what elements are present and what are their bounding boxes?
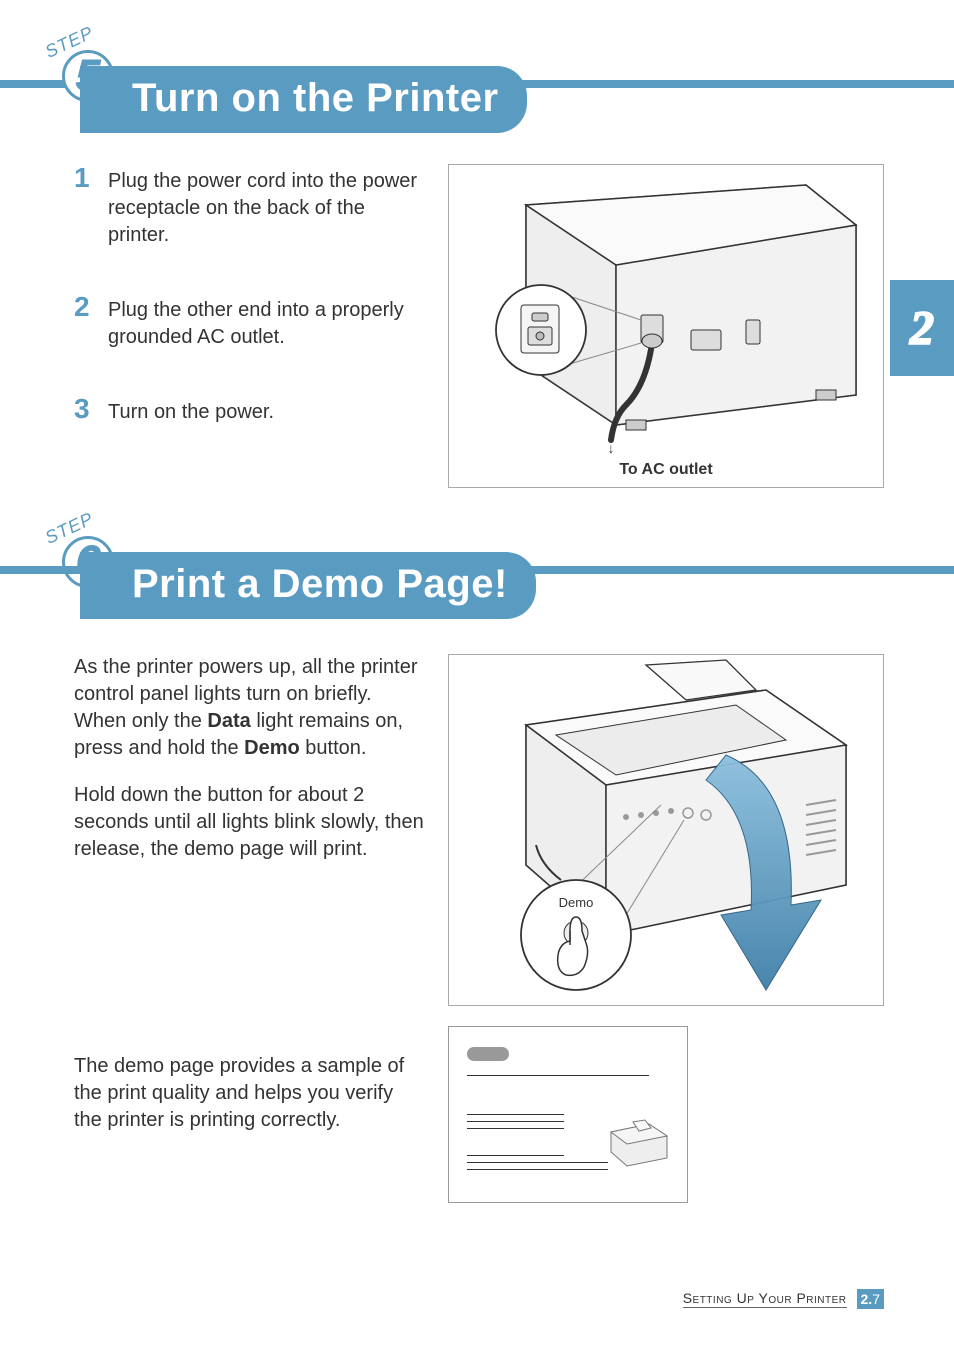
figure-printer-front: Demo (448, 654, 884, 1006)
footer-chapter: 2. (861, 1291, 873, 1307)
section-title-6: Print a Demo Page! (80, 552, 536, 619)
step-item: 3 Turn on the power. (74, 395, 424, 426)
step-item: 2 Plug the other end into a properly gro… (74, 293, 424, 351)
footer-page: 2.7 (857, 1289, 884, 1309)
text: button. (300, 737, 367, 759)
step-marker: 1 (74, 164, 108, 249)
step-text: Plug the power cord into the power recep… (108, 164, 424, 249)
logo-placeholder (467, 1047, 509, 1061)
figure-printer-back: ↓ To AC outlet (448, 164, 884, 488)
para-3: The demo page provides a sample of the p… (74, 1053, 424, 1134)
bold-demo: Demo (244, 737, 300, 759)
chapter-number: 2 (910, 301, 934, 356)
figure-demo-page-thumb (448, 1026, 688, 1203)
step-marker: 3 (74, 395, 108, 426)
para-2: Hold down the button for about 2 seconds… (74, 782, 424, 863)
figure-caption: To AC outlet (449, 455, 883, 487)
step-item: 1 Plug the power cord into the power rec… (74, 164, 424, 249)
chapter-tab: 2 (890, 280, 954, 376)
footer-section: Setting Up Your Printer (683, 1290, 847, 1308)
demo-button-label: Demo (559, 895, 594, 910)
step-text: Plug the other end into a properly groun… (108, 293, 424, 351)
printer-mini-icon (603, 1118, 673, 1168)
page-footer: Setting Up Your Printer 2.7 (683, 1289, 884, 1309)
step-marker: 2 (74, 293, 108, 351)
svg-text:↓: ↓ (608, 440, 615, 455)
footer-pagenum: 7 (872, 1291, 880, 1307)
bold-data: Data (207, 710, 250, 732)
printer-front-illustration: Demo (449, 655, 883, 1005)
para-1: As the printer powers up, all the printe… (74, 654, 424, 762)
printer-back-illustration: ↓ (449, 165, 883, 455)
step-text: Turn on the power. (108, 395, 274, 426)
section-title-5: Turn on the Printer (80, 66, 527, 133)
steps-list-5: 1 Plug the power cord into the power rec… (74, 164, 424, 488)
